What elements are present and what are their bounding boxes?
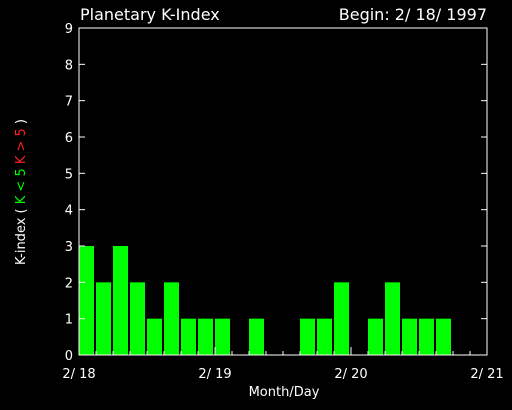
chart-subtitle: Begin: 2/ 18/ 1997 (339, 5, 487, 24)
bar (249, 318, 264, 355)
x-tick-label: 2/ 18 (62, 367, 95, 382)
bar (368, 318, 383, 355)
y-axis: 0 1 2 3 4 5 6 7 8 9 (65, 22, 487, 364)
bar (164, 282, 179, 355)
y-tick-label: 8 (65, 58, 73, 73)
y-label-part: K > 5 (14, 128, 29, 168)
x-tick-label: 2/ 20 (334, 367, 367, 382)
y-tick-label: 2 (65, 276, 73, 291)
y-tick-label: 4 (65, 204, 73, 219)
bar (317, 318, 332, 355)
bars (79, 246, 451, 355)
bar (147, 318, 162, 355)
y-label-part: ) (14, 119, 29, 128)
bar (181, 318, 196, 355)
bar (79, 246, 94, 355)
y-tick-label: 1 (65, 313, 73, 328)
bar (334, 282, 349, 355)
x-tick-label: 2/ 21 (470, 367, 503, 382)
x-axis: 2/ 18 2/ 19 2/ 20 2/ 21 (62, 347, 504, 382)
x-axis-label: Month/Day (249, 385, 320, 400)
y-tick-label: 6 (65, 131, 73, 146)
bar (300, 318, 315, 355)
bar (198, 318, 213, 355)
bar (96, 282, 111, 355)
y-label-part: ( (14, 208, 29, 217)
chart-title: Planetary K-Index (80, 5, 220, 24)
y-tick-label: 9 (65, 22, 73, 37)
bar (215, 318, 230, 355)
bar (419, 318, 434, 355)
y-axis-label-text: K-index ( K < 5 K > 5 ) (14, 119, 29, 265)
bar (402, 318, 417, 355)
y-tick-label: 5 (65, 167, 73, 182)
y-tick-label: 7 (65, 95, 73, 110)
bar (385, 282, 400, 355)
x-tick-label: 2/ 19 (198, 367, 231, 382)
y-label-part: K-index (14, 217, 29, 265)
y-label-part: K < 5 (14, 168, 29, 208)
bar (436, 318, 451, 355)
y-tick-label: 0 (65, 349, 73, 364)
y-axis-label: K-index ( K < 5 K > 5 ) (14, 119, 29, 265)
bar (113, 246, 128, 355)
bar (130, 282, 145, 355)
y-tick-label: 3 (65, 240, 73, 255)
